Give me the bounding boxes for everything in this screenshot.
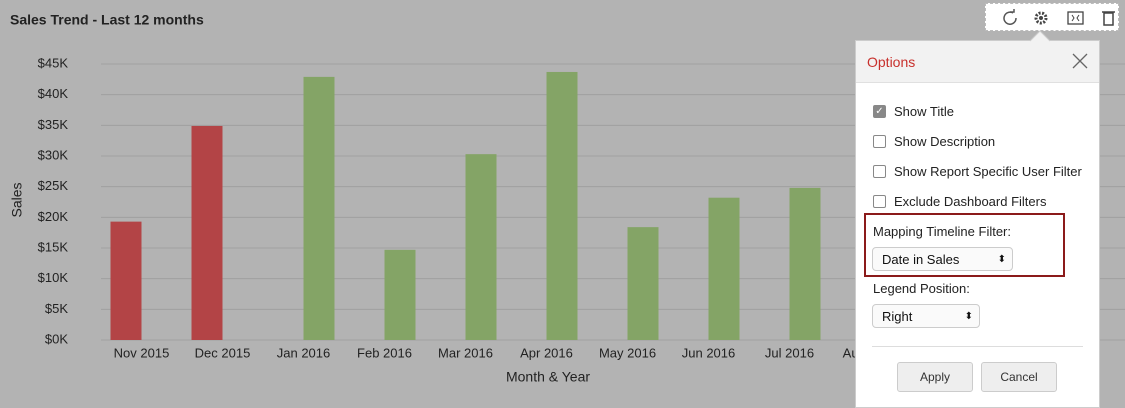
toolbar xyxy=(985,3,1119,31)
x-tick-label: May 2016 xyxy=(599,345,656,360)
refresh-icon[interactable] xyxy=(1003,11,1017,25)
close-button[interactable] xyxy=(1071,52,1089,70)
x-tick-label: Feb 2016 xyxy=(357,345,412,360)
checkbox[interactable] xyxy=(873,165,886,178)
bar xyxy=(191,125,223,341)
y-tick-label: $0K xyxy=(45,331,68,346)
chart-title: Sales Trend - Last 12 months xyxy=(10,12,204,28)
bar xyxy=(465,154,497,340)
checkbox-row[interactable]: Show Description xyxy=(873,134,995,149)
panel-header: Options xyxy=(856,41,1099,83)
bar xyxy=(708,197,740,340)
checkbox-label: Exclude Dashboard Filters xyxy=(894,194,1047,209)
bar xyxy=(384,249,416,340)
panel-pointer xyxy=(1030,30,1050,42)
x-tick-label: Apr 2016 xyxy=(520,345,573,360)
y-tick-label: $10K xyxy=(38,270,69,285)
y-tick-label: $40K xyxy=(38,86,69,101)
x-tick-label: Mar 2016 xyxy=(438,345,493,360)
panel-title: Options xyxy=(867,54,916,70)
settings-icon[interactable] xyxy=(1034,11,1048,25)
x-tick-label: Jun 2016 xyxy=(682,345,736,360)
x-axis-label: Month & Year xyxy=(506,369,590,385)
checkbox-label: Show Report Specific User Filter xyxy=(894,164,1082,179)
y-tick-label: $45K xyxy=(38,55,69,70)
options-panel: Options Mapping Timeline Filter: Date in… xyxy=(855,40,1100,408)
y-axis-label: Sales xyxy=(9,182,25,217)
highlight-box xyxy=(864,213,1065,277)
toolbar-icons xyxy=(1003,9,1115,26)
y-tick-label: $5K xyxy=(45,301,68,316)
checkbox[interactable]: ✓ xyxy=(873,105,886,118)
apply-button[interactable]: Apply xyxy=(897,362,973,392)
y-tick-label: $15K xyxy=(38,239,69,254)
x-tick-label: Jan 2016 xyxy=(277,345,331,360)
expand-icon[interactable] xyxy=(1067,11,1084,25)
checkbox-label: Show Description xyxy=(894,134,996,149)
x-tick-label: Dec 2015 xyxy=(195,345,251,360)
legend-position-label: Legend Position: xyxy=(873,281,970,296)
mapping-select[interactable]: Date in Sales xyxy=(872,247,1013,272)
checkbox[interactable] xyxy=(873,195,886,208)
x-tick-label: Nov 2015 xyxy=(114,345,170,360)
y-tick-label: $35K xyxy=(38,117,69,132)
bar xyxy=(303,76,335,340)
y-tick-label: $25K xyxy=(38,178,69,193)
checkbox-row[interactable]: Exclude Dashboard Filters xyxy=(873,194,1046,209)
x-tick-label: Jul 2016 xyxy=(765,345,814,360)
legend-position-select[interactable]: Right xyxy=(872,304,980,329)
delete-icon[interactable] xyxy=(1103,12,1114,26)
bar xyxy=(627,227,659,340)
checkbox-row[interactable]: Show Report Specific User Filter xyxy=(873,164,1082,179)
checkbox-row[interactable]: ✓ Show Title xyxy=(873,104,954,119)
bar xyxy=(110,221,142,340)
divider xyxy=(872,346,1083,347)
checkbox[interactable] xyxy=(873,135,886,148)
y-tick-label: $30K xyxy=(38,147,69,162)
mapping-label: Mapping Timeline Filter: xyxy=(873,224,1011,239)
checkbox-label: Show Title xyxy=(894,104,954,119)
bar xyxy=(789,187,821,340)
y-tick-label: $20K xyxy=(38,209,69,224)
cancel-button[interactable]: Cancel xyxy=(981,362,1057,392)
bar xyxy=(546,71,578,341)
